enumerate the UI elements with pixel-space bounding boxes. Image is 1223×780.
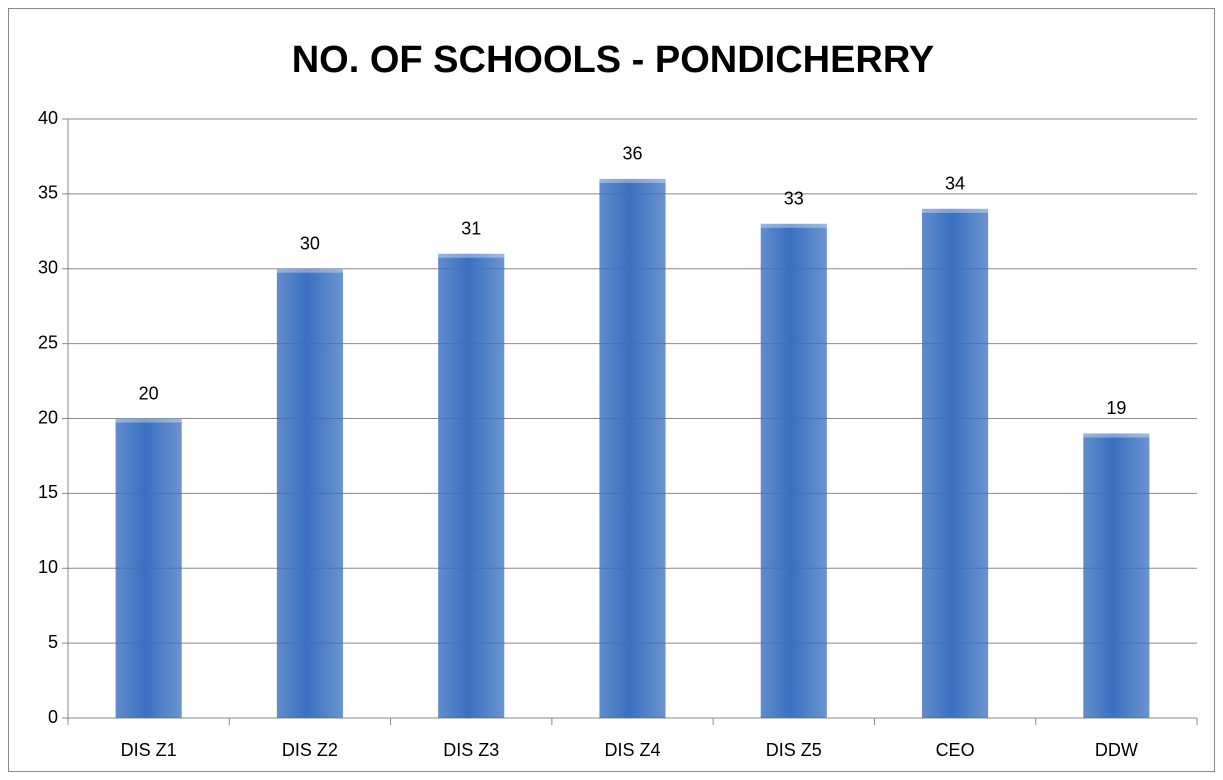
x-tick-label: DDW	[1095, 740, 1138, 760]
bar	[599, 178, 666, 718]
data-label: 20	[139, 383, 159, 403]
bar	[760, 223, 827, 718]
y-tick-label: 30	[38, 258, 58, 278]
bar-highlight	[438, 253, 505, 258]
bar-highlight	[1083, 433, 1150, 438]
bar	[922, 208, 989, 718]
data-label: 31	[461, 219, 481, 239]
y-tick-label: 35	[38, 183, 58, 203]
x-tick-label: DIS Z2	[282, 740, 338, 760]
y-tick-label: 0	[48, 707, 58, 727]
x-tick-label: DIS Z3	[443, 740, 499, 760]
data-label: 34	[945, 174, 965, 194]
data-label: 33	[784, 189, 804, 209]
bar-highlight	[760, 223, 827, 228]
x-tick-label: DIS Z5	[766, 740, 822, 760]
chart-title: NO. OF SCHOOLS - PONDICHERRY	[292, 39, 935, 81]
bar-highlight	[115, 418, 182, 423]
y-tick-label: 20	[38, 407, 58, 427]
data-label: 19	[1106, 398, 1126, 418]
bar	[438, 253, 505, 718]
bar	[115, 418, 182, 718]
x-tick-label: CEO	[936, 740, 975, 760]
data-label: 36	[622, 144, 642, 164]
x-tick-label: DIS Z4	[604, 740, 660, 760]
data-label: 30	[300, 234, 320, 254]
y-tick-label: 40	[38, 108, 58, 128]
y-tick-label: 15	[38, 482, 58, 502]
y-tick-label: 25	[38, 332, 58, 352]
bar-highlight	[276, 268, 343, 273]
x-tick-label: DIS Z1	[121, 740, 177, 760]
bar-highlight	[922, 208, 989, 213]
bar	[1083, 433, 1150, 718]
bar-highlight	[599, 178, 666, 183]
y-tick-label: 5	[48, 632, 58, 652]
bar	[276, 268, 343, 718]
y-tick-label: 10	[38, 557, 58, 577]
